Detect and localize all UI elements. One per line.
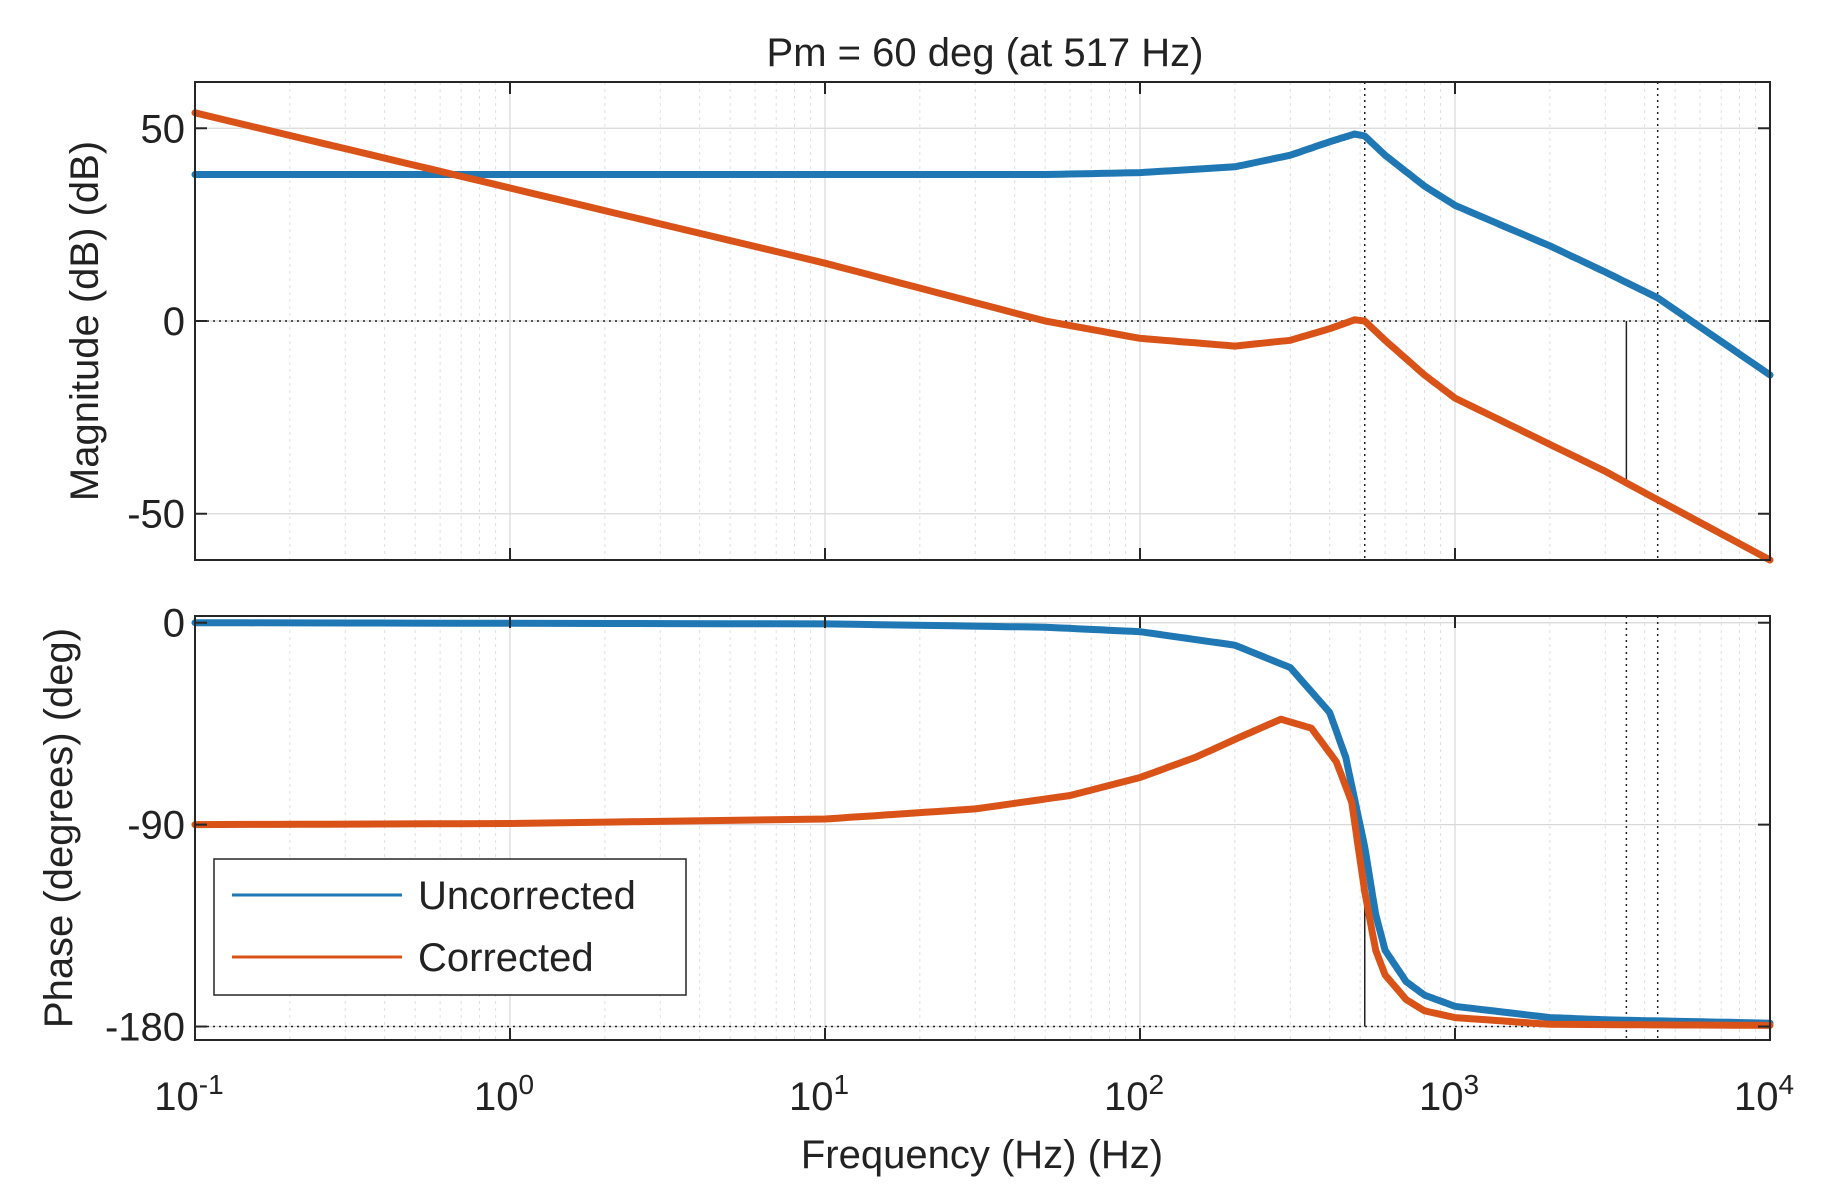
- series-line-uncorrected: [191, 619, 1774, 1027]
- phase-margin-markers: [195, 616, 1770, 1040]
- magnitude-margin-markers: [195, 82, 1770, 560]
- phase-y-label: Phase (degrees) (deg): [37, 628, 81, 1028]
- y-tick-label: -90: [127, 804, 185, 848]
- phase-series: [191, 619, 1774, 1029]
- x-axis-label: Frequency (Hz) (Hz): [801, 1133, 1163, 1177]
- phase-axes: 0 -90 -180 Phase (degrees) (deg) Uncorrect…: [37, 602, 1774, 1050]
- y-tick-label: -180: [105, 1006, 185, 1050]
- x-tick-label: 104: [1734, 1069, 1794, 1119]
- phase-axes-frame: [194, 615, 1771, 1041]
- magnitude-y-label: Magnitude (dB) (dB): [63, 141, 107, 501]
- y-tick-label: 0: [163, 300, 185, 344]
- series-line-corrected: [191, 715, 1774, 1029]
- legend: Uncorrected Corrected: [213, 858, 687, 996]
- phase-y-ticks: 0 -90 -180: [105, 602, 1771, 1050]
- x-tick-label: 102: [1104, 1069, 1164, 1119]
- x-tick-label: 10-1: [154, 1069, 223, 1119]
- magnitude-y-ticks: 50 0 -50: [127, 82, 1771, 560]
- series-line-uncorrected: [191, 130, 1774, 379]
- y-tick-label: 50: [141, 107, 186, 151]
- magnitude-series: [191, 109, 1774, 564]
- x-tick-label: 103: [1419, 1069, 1479, 1119]
- x-tick-label: 100: [474, 1069, 534, 1119]
- chart-title: Pm = 60 deg (at 517 Hz): [767, 31, 1204, 75]
- y-tick-label: 0: [163, 602, 185, 646]
- legend-label-corrected: Corrected: [418, 936, 594, 980]
- legend-label-uncorrected: Uncorrected: [418, 874, 636, 918]
- legend-box: [213, 858, 687, 996]
- series-line-corrected: [191, 109, 1774, 564]
- magnitude-axes: 50 0 -50 Magnitude (dB) (dB): [63, 81, 1774, 564]
- x-tick-label: 101: [789, 1069, 849, 1119]
- x-tick-labels: 10-1 100 101 102 103 104: [154, 1069, 1794, 1119]
- y-tick-label: -50: [127, 493, 185, 537]
